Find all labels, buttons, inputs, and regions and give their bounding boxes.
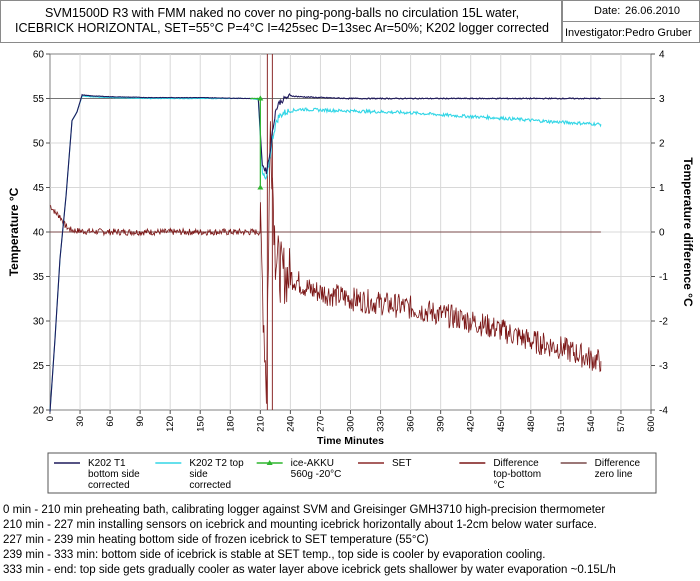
x-tick-label: 60 — [105, 416, 116, 427]
x-tick-label: 180 — [225, 416, 236, 432]
x-axis-title: Time Minutes — [317, 435, 384, 447]
y2-tick-label: 2 — [659, 139, 665, 150]
x-tick-label: 120 — [165, 416, 176, 432]
y2-tick-label: 1 — [659, 183, 665, 194]
y2-tick-label: 0 — [659, 228, 665, 239]
y-tick-label: 30 — [33, 317, 45, 328]
x-tick-label: 150 — [195, 416, 206, 432]
x-tick-label: 240 — [285, 416, 296, 432]
x-tick-label: 0 — [45, 416, 56, 421]
legend-label: top-bottom — [493, 469, 541, 480]
chart-svg: 0 30 60 90 120 150 180 210 240 270 300 330 360 390 420… — [7, 50, 695, 494]
y-tick-label: 45 — [33, 183, 45, 194]
y-tick-label: 50 — [33, 139, 45, 150]
note-line-1: 0 min - 210 min preheating bath, calibra… — [3, 504, 606, 516]
k202-t2-line — [49, 95, 602, 412]
legend-label: SET — [392, 458, 411, 469]
legend-label: K202 T2 top — [189, 458, 244, 469]
legend-label: corrected — [88, 480, 130, 491]
legend-label: zero line — [595, 469, 633, 480]
legend-label: 560g -20°C — [291, 469, 342, 480]
x-tick-label: 570 — [616, 416, 627, 432]
legend-label: bottom side — [88, 469, 140, 480]
x-tick-label: 270 — [315, 416, 326, 432]
y2-tick-label: -4 — [659, 406, 668, 417]
x-tick-label: 480 — [526, 416, 537, 432]
note-line-5: 333 min - end: top side gets gradually c… — [3, 564, 616, 576]
legend-box — [47, 452, 657, 494]
investigator-value: Pedro Gruber — [625, 27, 692, 39]
x-tick-label: 450 — [496, 416, 507, 432]
date-value: 26.06.2010 — [625, 5, 681, 17]
x-tick-label: 360 — [406, 416, 417, 432]
y-tick-label: 25 — [33, 361, 45, 372]
k202-t1-line — [49, 93, 602, 412]
y-tick-label: 35 — [33, 272, 45, 283]
x-tick-label: 300 — [346, 416, 357, 432]
chart-title-line-1: SVM1500D R3 with FMM naked no cover no p… — [44, 6, 520, 20]
legend-label: corrected — [189, 480, 231, 491]
legend-label: °C — [493, 480, 504, 491]
difference-top-bottom-line — [49, 121, 602, 404]
legend-marker — [266, 460, 273, 465]
y2-tick-label: -3 — [659, 361, 668, 372]
y-tick-label: 55 — [33, 94, 45, 105]
investigator-box: Investigator: Pedro Gruber — [562, 21, 700, 43]
legend-label: Difference — [595, 458, 641, 469]
legend-label: Difference — [493, 458, 539, 469]
date-box: Date: 26.06.2010 — [562, 0, 700, 22]
note-line-2: 210 min - 227 min installing sensors on … — [3, 519, 597, 531]
y-tick-label: 20 — [33, 406, 45, 417]
y2-axis-title: Temperature difference °C — [681, 157, 695, 307]
legend-label: K202 T1 — [88, 458, 126, 469]
y-tick-label: 60 — [33, 50, 45, 61]
legend-label: ice-AKKU — [291, 458, 334, 469]
y2-tick-label: 3 — [659, 94, 665, 105]
x-tick-label: 390 — [436, 416, 447, 432]
date-label: Date: — [594, 5, 621, 17]
chart-area: 0 30 60 90 120 150 180 210 240 270 300 330 360 390 420… — [0, 43, 700, 499]
x-tick-label: 540 — [586, 416, 597, 432]
y2-tick-label: 4 — [659, 50, 665, 61]
investigator-label: Investigator: — [565, 27, 625, 39]
y-axis-title: Temperature °C — [7, 187, 21, 276]
x-tick-label: 90 — [135, 416, 146, 427]
x-tick-label: 30 — [75, 416, 86, 427]
x-tick-label: 210 — [255, 416, 266, 432]
note-line-3: 227 min - 239 min heating bottom side of… — [3, 534, 429, 546]
chart-title-line-2: ICEBRICK HORIZONTAL, SET=55°C P=4°C I=42… — [15, 21, 549, 35]
note-line-4: 239 min - 333 min: bottom side of icebri… — [3, 549, 546, 561]
y2-tick-label: -1 — [659, 272, 668, 283]
y2-tick-label: -2 — [659, 317, 668, 328]
x-tick-label: 600 — [646, 416, 657, 432]
y-tick-label: 40 — [33, 228, 45, 239]
x-tick-label: 510 — [556, 416, 567, 432]
x-tick-label: 330 — [376, 416, 387, 432]
title-box: SVM1500D R3 with FMM naked no cover no p… — [0, 0, 562, 43]
legend-label: side — [189, 469, 208, 480]
x-tick-label: 420 — [466, 416, 477, 432]
ice-akku-marker — [257, 184, 264, 190]
